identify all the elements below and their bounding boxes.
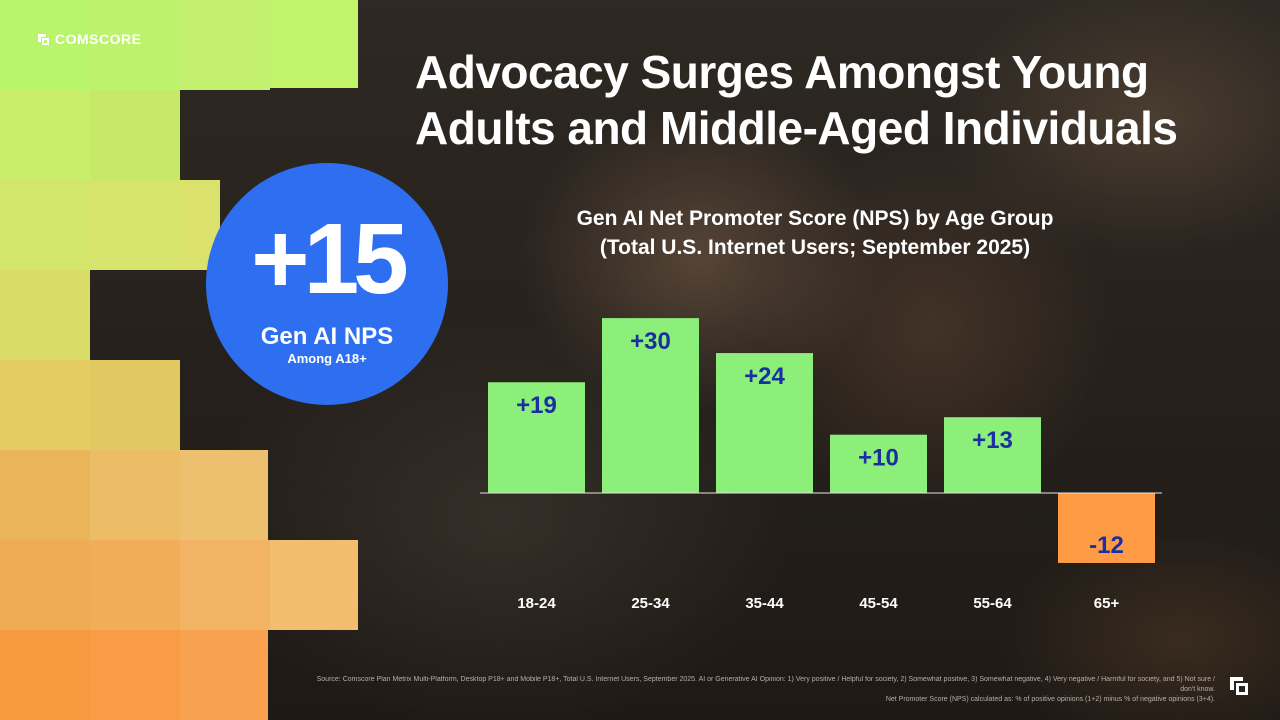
kpi-sublabel: Among A18+ (287, 351, 367, 366)
slide-title: Advocacy Surges Amongst Young Adults and… (415, 46, 1178, 154)
x-tick-label: 65+ (1094, 595, 1120, 612)
x-tick-label: 18-24 (517, 595, 556, 612)
mosaic-tile (90, 450, 180, 540)
mosaic-tile (90, 630, 180, 720)
x-tick-label: 45-54 (859, 595, 898, 612)
mosaic-tile (0, 90, 90, 180)
mosaic-tile (90, 0, 180, 90)
mosaic-tile (0, 540, 90, 630)
bar-25-34 (602, 318, 699, 493)
mosaic-tile (180, 450, 268, 540)
data-label: -12 (1089, 532, 1124, 559)
mosaic-tile (0, 180, 90, 270)
data-label: +13 (972, 427, 1013, 454)
data-label: +30 (630, 328, 671, 355)
mosaic-tile (90, 540, 180, 630)
chart-subtitle: (Total U.S. Internet Users; September 20… (599, 236, 1031, 259)
mosaic-tile (180, 540, 270, 630)
method-text: Net Promoter Score (NPS) calculated as: … (885, 696, 1215, 703)
mosaic-tile (0, 630, 90, 720)
comscore-logo: COMSCORE (37, 31, 141, 47)
bar-65+ (1058, 493, 1155, 563)
bar-35-44 (716, 353, 813, 493)
mosaic-tile (90, 90, 180, 180)
bar-45-54 (830, 434, 927, 493)
x-tick-label: 25-34 (631, 595, 670, 612)
mosaic-tile (0, 360, 90, 450)
source-footnote: Source: Comscore Plan Metrix Multi-Platf… (300, 675, 1215, 705)
comscore-logo-icon (38, 33, 49, 45)
data-label: +24 (744, 363, 785, 390)
brand-name: COMSCORE (55, 31, 142, 47)
mosaic-tile (0, 0, 90, 90)
bar-18-24 (488, 382, 585, 493)
source-text: Source: Comscore Plan Metrix Multi-Platf… (316, 676, 1215, 693)
kpi-circle: +15 Gen AI NPS Among A18+ (206, 163, 448, 405)
comscore-corner-icon (1230, 677, 1248, 695)
data-label: +10 (858, 445, 899, 472)
mosaic-tile (90, 360, 180, 450)
mosaic-tile (180, 0, 270, 90)
chart-title: Gen AI Net Promoter Score (NPS) by Age G… (576, 207, 1054, 230)
color-mosaic (0, 0, 360, 720)
x-tick-label: 55-64 (973, 595, 1012, 612)
chart-title-block: Gen AI Net Promoter Score (NPS) by Age G… (470, 204, 1160, 262)
kpi-value: +15 (251, 203, 409, 315)
mosaic-tile (270, 540, 358, 630)
mosaic-tile (0, 270, 90, 360)
mosaic-tile (270, 0, 358, 88)
mosaic-tile (0, 450, 90, 540)
x-tick-label: 35-44 (745, 595, 784, 612)
mosaic-tile (180, 630, 268, 720)
mosaic-tile (90, 180, 180, 270)
kpi-label: Gen AI NPS (260, 323, 394, 350)
bar-55-64 (944, 417, 1041, 493)
data-label: +19 (516, 392, 557, 419)
